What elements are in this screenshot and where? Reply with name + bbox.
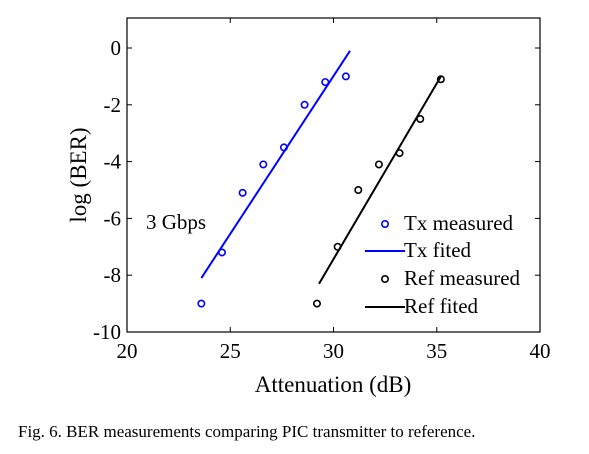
figure-caption: Fig. 6. BER measurements comparing PIC t… bbox=[18, 422, 476, 441]
y-tick-label: -10 bbox=[93, 320, 121, 344]
data-point bbox=[238, 188, 247, 197]
x-axis-ticks: 20 25 30 35 40 bbox=[117, 18, 551, 363]
annotation-3gbps: 3 Gbps bbox=[146, 210, 206, 234]
legend: Tx measured Tx fited Ref measured Ref fited bbox=[365, 211, 521, 318]
y-axis-label: log (BER) bbox=[66, 127, 91, 222]
legend-label: Ref measured bbox=[404, 266, 521, 290]
series-line bbox=[318, 75, 442, 285]
data-point bbox=[354, 186, 363, 195]
y-tick-label: -6 bbox=[104, 206, 122, 230]
legend-marker-swatch bbox=[380, 274, 389, 283]
y-tick-label: 0 bbox=[111, 36, 122, 60]
legend-label: Tx fited bbox=[404, 238, 472, 262]
y-tick-label: -8 bbox=[104, 263, 122, 287]
x-tick-label: 40 bbox=[530, 339, 551, 363]
data-point bbox=[300, 100, 309, 109]
data-point bbox=[341, 72, 350, 81]
series-layer bbox=[197, 50, 445, 308]
ber-chart: 20 25 30 35 40 0 -2 -4 -6 -8 -10 Attenuation (dB)… bbox=[66, 17, 551, 397]
data-point bbox=[259, 160, 268, 169]
legend-marker-swatch bbox=[380, 220, 389, 229]
x-axis-label: Attenuation (dB) bbox=[255, 372, 412, 397]
y-tick-label: -4 bbox=[104, 150, 122, 174]
data-point bbox=[312, 299, 321, 308]
data-point bbox=[436, 75, 445, 84]
legend-label: Ref fited bbox=[404, 294, 479, 318]
y-axis-ticks: 0 -2 -4 -6 -8 -10 bbox=[93, 36, 540, 344]
x-tick-label: 25 bbox=[220, 339, 241, 363]
y-tick-label: -2 bbox=[104, 93, 122, 117]
series-line bbox=[200, 50, 351, 279]
x-tick-label: 30 bbox=[323, 339, 344, 363]
x-tick-label: 20 bbox=[117, 339, 138, 363]
legend-label: Tx measured bbox=[404, 211, 514, 235]
x-tick-label: 35 bbox=[426, 339, 447, 363]
data-point bbox=[416, 115, 425, 124]
data-point bbox=[374, 160, 383, 169]
data-point bbox=[197, 299, 206, 308]
